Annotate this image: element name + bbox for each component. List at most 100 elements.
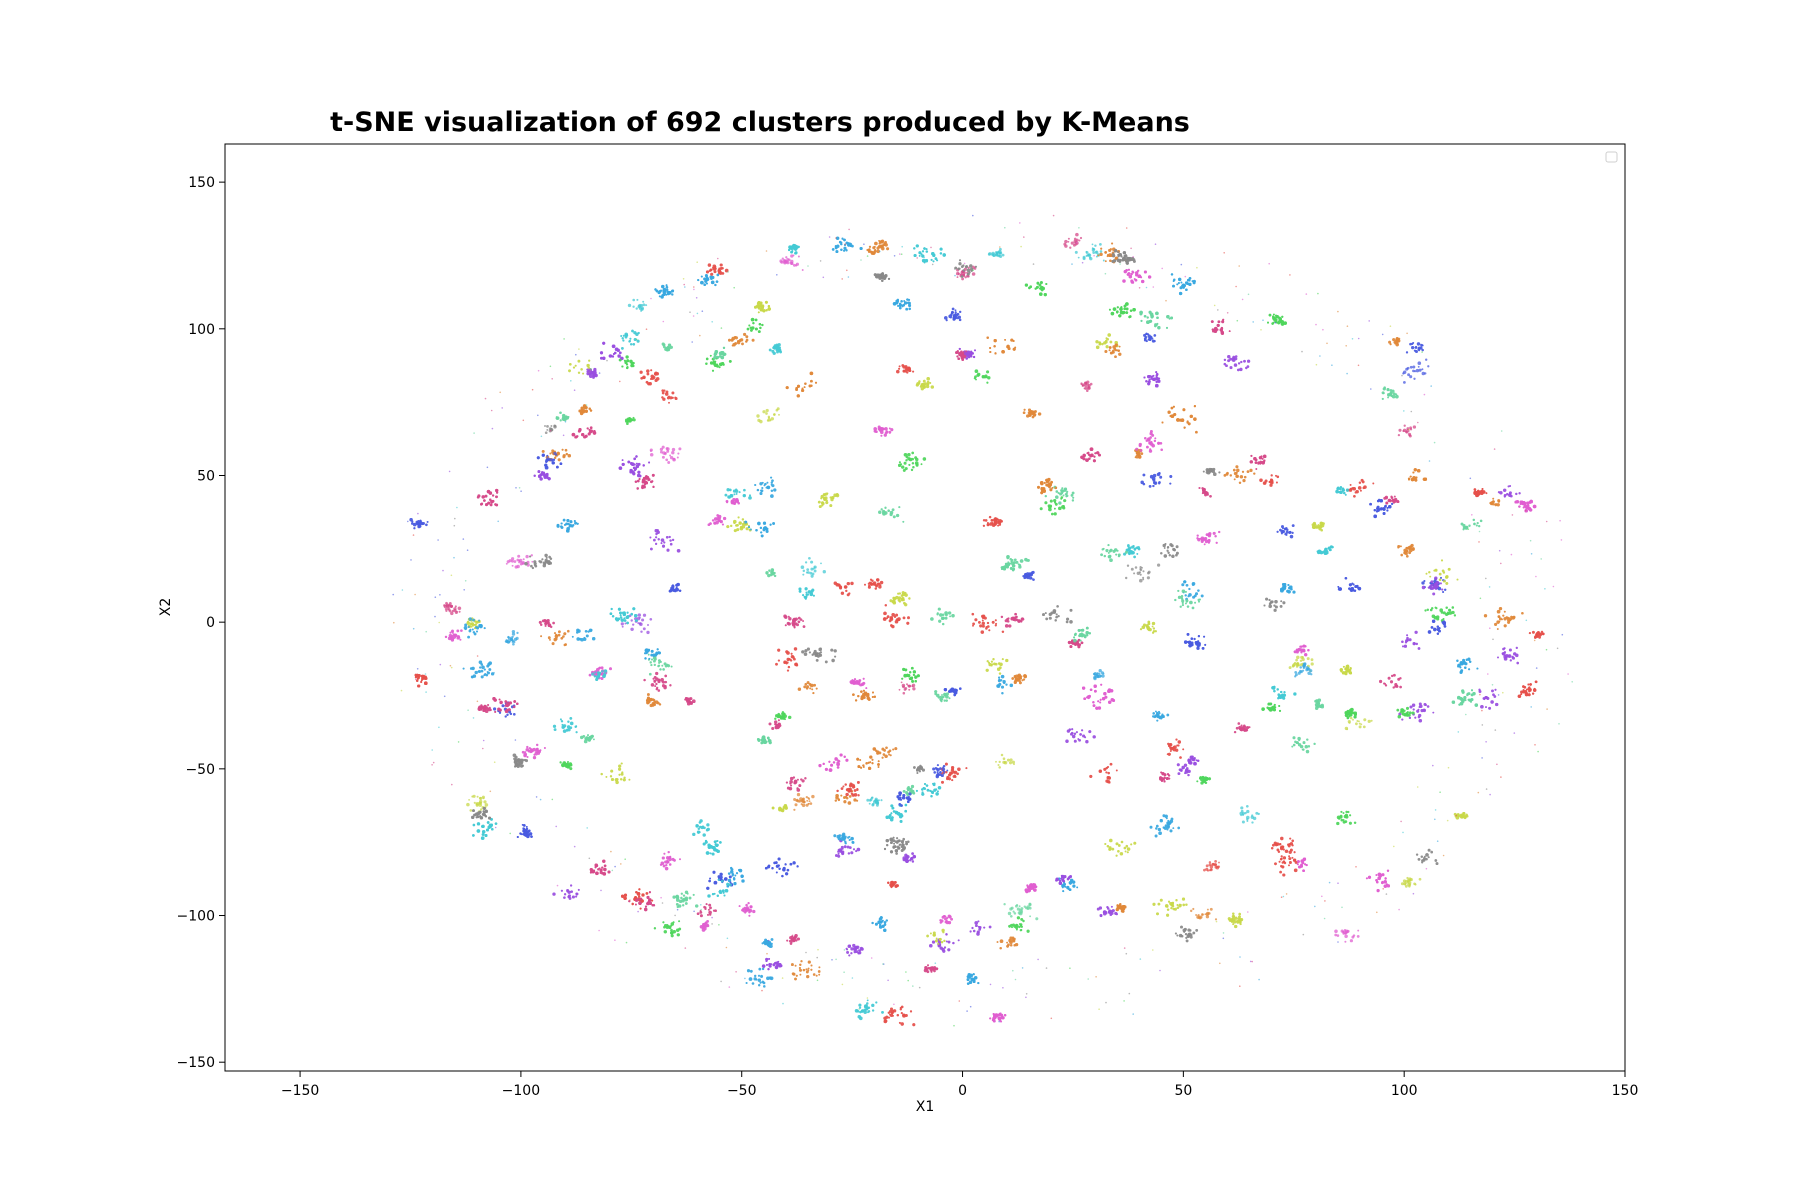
scatter-point (1208, 861, 1212, 864)
scatter-point (756, 414, 760, 418)
scatter-point (875, 803, 879, 807)
scatter-point (1358, 725, 1362, 729)
scatter-point (1414, 883, 1417, 886)
scatter-point (1099, 250, 1103, 253)
scatter-point (456, 610, 458, 613)
scatter-point (902, 691, 906, 695)
scatter-point (1189, 909, 1193, 913)
scatter-point (1343, 929, 1347, 932)
scatter-point (1407, 881, 1412, 885)
scatter-point (1296, 655, 1300, 660)
cluster (790, 960, 821, 981)
scatter-point (967, 266, 970, 269)
scatter-point (642, 303, 646, 307)
scatter-point (513, 560, 517, 563)
scatter-point (630, 619, 633, 622)
scatter-point (516, 558, 520, 562)
scatter-point (1000, 753, 1004, 757)
scatter-point (1427, 365, 1430, 368)
cluster (779, 254, 804, 271)
scatter-point (638, 307, 642, 310)
scatter-point (1346, 728, 1349, 731)
scatter-point (900, 681, 903, 684)
scatter-point (1139, 578, 1143, 583)
scatter-point (1138, 571, 1142, 574)
cluster (1397, 424, 1417, 438)
scatter-point (1344, 940, 1347, 943)
scatter-point (632, 298, 636, 302)
scatter-point (1403, 370, 1407, 374)
scatter-point (1334, 929, 1338, 934)
scatter-point (765, 412, 768, 415)
cluster (1203, 860, 1221, 872)
scatter-point (1074, 250, 1078, 254)
scatter-point (1064, 239, 1068, 244)
cluster (1344, 716, 1373, 731)
scatter-point (1009, 758, 1013, 762)
scatter-point (1086, 386, 1091, 390)
scatter-point (476, 795, 479, 798)
scatter-point (1091, 247, 1094, 250)
scatter-point (649, 450, 652, 452)
scatter-point (1404, 880, 1409, 884)
scatter-point (1008, 761, 1013, 765)
scatter-point (811, 794, 815, 799)
scatter-point (1006, 758, 1010, 762)
scatter-point (801, 269, 804, 271)
scatter-point (640, 309, 643, 312)
scatter-point (1296, 662, 1300, 667)
scatter-point (511, 635, 514, 638)
scatter-point (1418, 368, 1422, 372)
scatter-point (1336, 934, 1340, 937)
scatter-point (1408, 885, 1411, 888)
scatter-point (790, 261, 794, 266)
scatter-point (1342, 932, 1346, 935)
scatter-point (1084, 386, 1088, 390)
scatter-point (1413, 377, 1416, 380)
scatter-point (1089, 257, 1093, 261)
scatter-point (790, 254, 794, 258)
scatter-point (804, 561, 808, 564)
scatter-point (1192, 907, 1195, 911)
scatter-point (911, 683, 916, 688)
scatter-point (1133, 572, 1136, 575)
scatter-point (813, 565, 817, 569)
scatter-point (1002, 757, 1006, 760)
scatter-point (1206, 908, 1209, 911)
scatter-point (671, 447, 676, 452)
scatter-point (1294, 675, 1297, 678)
scatter-point (647, 624, 649, 626)
scatter-point (765, 408, 769, 413)
scatter-point (1013, 912, 1017, 915)
scatter-point (1352, 718, 1354, 721)
scatter-point (457, 606, 462, 611)
scatter-point (963, 271, 966, 275)
cluster (1074, 243, 1105, 262)
scatter-point (1077, 256, 1080, 259)
scatter-point (443, 604, 446, 607)
scatter-point (637, 613, 642, 617)
scatter-point (998, 251, 1002, 255)
scatter-point (997, 763, 1000, 767)
scatter-point (1098, 672, 1101, 675)
scatter-point (1251, 821, 1254, 824)
cluster (1124, 563, 1161, 583)
scatter-point (1100, 671, 1104, 675)
scatter-point (822, 570, 826, 574)
scatter-point (475, 803, 478, 806)
scatter-point (1091, 243, 1094, 246)
scatter-point (1214, 865, 1218, 869)
scatter-point (1363, 718, 1367, 722)
scatter-point (1209, 907, 1213, 911)
cluster (505, 554, 534, 569)
scatter-point (1146, 576, 1150, 580)
scatter-point (1018, 905, 1021, 908)
scatter-point (1295, 658, 1298, 662)
scatter-point (1425, 358, 1428, 361)
scatter-point (546, 425, 549, 428)
scatter-point (808, 800, 811, 803)
cluster (1003, 902, 1039, 921)
scatter-point (808, 556, 811, 560)
scatter-point (1003, 760, 1008, 765)
scatter-point (1406, 366, 1410, 370)
